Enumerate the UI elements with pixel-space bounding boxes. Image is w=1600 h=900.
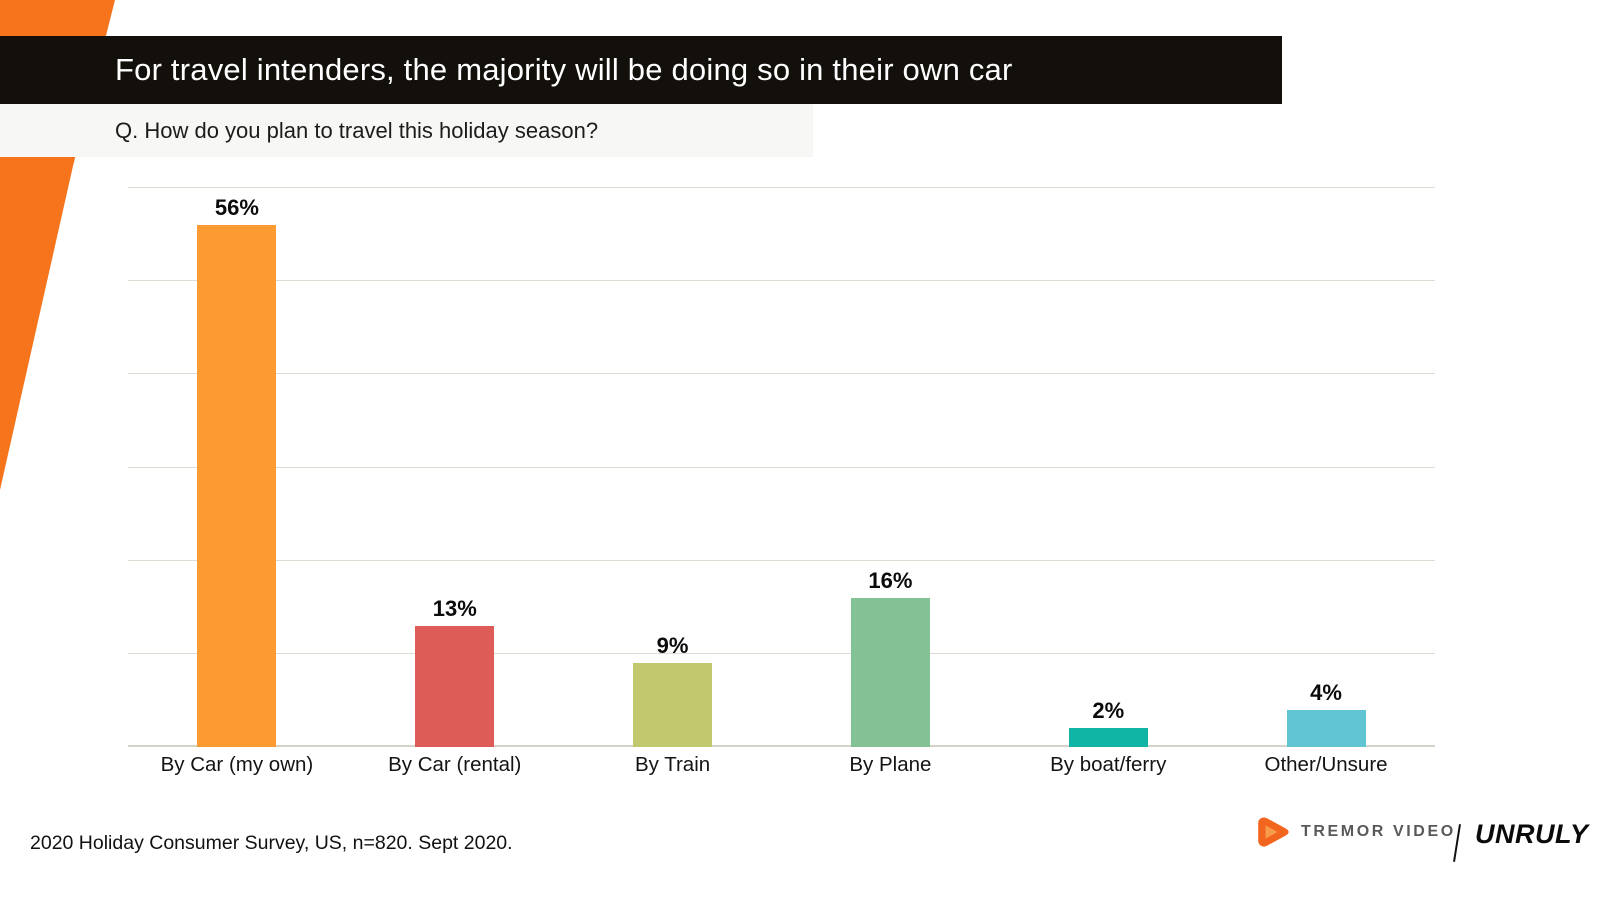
bar xyxy=(415,625,495,747)
question-text: Q. How do you plan to travel this holida… xyxy=(115,117,599,143)
bar xyxy=(1286,709,1366,747)
bar-value-label: 2% xyxy=(1092,698,1125,724)
bar-chart: 56% 13% 9% 16% 2% 4% xyxy=(128,187,1435,747)
gridline xyxy=(128,187,1435,188)
subtitle-bar: Q. How do you plan to travel this holida… xyxy=(0,104,813,157)
category-label: By Train xyxy=(634,753,711,776)
gridline xyxy=(128,373,1435,375)
gridline xyxy=(128,466,1435,468)
bar-column: 16% xyxy=(781,188,999,747)
bar xyxy=(633,663,713,747)
bar-column: 9% xyxy=(564,188,782,747)
tremor-video-logo: TREMOR VIDEO xyxy=(1255,814,1456,850)
bar-value-label: 13% xyxy=(432,595,477,621)
bar xyxy=(1068,728,1148,747)
brand-logos: TREMOR VIDEO UNRULY xyxy=(1255,812,1588,872)
title-bar: For travel intenders, the majority will … xyxy=(0,36,1282,104)
bar-value-label: 4% xyxy=(1310,679,1342,705)
category-label: By Car (my own) xyxy=(160,753,314,776)
x-axis-labels: By Car (my own) By Car (rental) By Train By… xyxy=(128,753,1435,783)
bar-value-label: 16% xyxy=(868,567,913,593)
unruly-logo: UNRULY xyxy=(1475,819,1589,849)
bar-column: 56% xyxy=(128,188,346,747)
category-label: By boat/ferry xyxy=(1050,753,1167,776)
bar-value-label: 9% xyxy=(656,632,689,658)
category-label: Other/Unsure xyxy=(1264,753,1388,776)
bar-column: 4% xyxy=(1217,188,1435,747)
gridline xyxy=(128,280,1435,282)
category-label: By Plane xyxy=(849,753,932,776)
bar-value-label: 56% xyxy=(214,195,259,221)
x-axis-line xyxy=(128,745,1435,747)
bar-series: 56% 13% 9% 16% 2% 4% xyxy=(128,188,1435,747)
source-text: 2020 Holiday Consumer Survey, US, n=820.… xyxy=(30,832,513,854)
gridline xyxy=(128,652,1435,654)
page-title: For travel intenders, the majority will … xyxy=(115,52,1013,87)
bar-column: 13% xyxy=(346,188,564,747)
bar xyxy=(197,225,277,747)
bar xyxy=(850,597,930,747)
gridline xyxy=(128,559,1435,561)
bar-column: 2% xyxy=(999,188,1217,747)
category-label: By Car (rental) xyxy=(388,753,522,776)
play-triangle-icon xyxy=(1258,817,1289,847)
tremor-video-label: TREMOR VIDEO xyxy=(1301,823,1456,840)
